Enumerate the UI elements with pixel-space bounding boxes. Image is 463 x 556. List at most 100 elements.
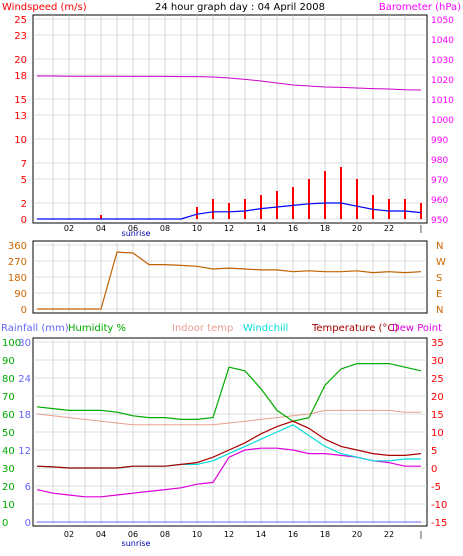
- x-tick-label: 06: [128, 530, 138, 539]
- rainfall-tick-label: 30: [18, 338, 31, 349]
- barometer-tick-label: 990: [431, 136, 448, 146]
- temperature-tick-label: 10: [431, 428, 444, 439]
- x-tick-label: 20: [352, 530, 362, 539]
- rainfall-tick-label: 18: [18, 410, 31, 421]
- compass-label: N: [436, 241, 443, 252]
- wind-x-ticks: 02 04 06 08 10 12 14 16 18 20 22 |: [64, 224, 422, 233]
- windspeed-tick-label: 10: [14, 135, 27, 146]
- x-tick-label: 16: [288, 224, 298, 233]
- x-tick-label: |: [420, 530, 423, 539]
- windspeed-tick-label: 7: [21, 159, 27, 170]
- humidity-tick-label: 100: [2, 338, 21, 349]
- legend-entry: Temperature (°C): [311, 323, 398, 334]
- humidity-tick-label: 80: [2, 374, 15, 385]
- temperature-x-ticks: 02 04 06 08 10 12 14 16 18 20 22 |: [64, 530, 422, 539]
- temperature-tick-label: 20: [431, 392, 444, 403]
- sunrise-label-1: sunrise: [122, 229, 151, 238]
- temperature-tick-label: -5: [431, 482, 441, 493]
- legend-entry: Indoor temp: [172, 323, 233, 334]
- barometer-tick-label: 1020: [431, 76, 454, 86]
- rainfall-tick-label: 12: [18, 446, 31, 457]
- humidity-tick-label: 30: [2, 464, 15, 475]
- barometer-axis-title: Barometer (hPa): [379, 2, 461, 13]
- temperature-tick-label: 0: [431, 464, 437, 475]
- legend-entry: Rainfall (mm): [1, 323, 69, 334]
- x-tick-label: 02: [64, 530, 74, 539]
- direction-degree-ticks: 0 90 180 270 360: [8, 241, 27, 316]
- humidity-tick-label: 10: [2, 500, 15, 511]
- windspeed-tick-label: 25: [14, 15, 27, 26]
- x-tick-label: 20: [352, 224, 362, 233]
- wind-direction-series: [37, 251, 422, 310]
- x-tick-label: 02: [64, 224, 74, 233]
- x-tick-label: 18: [320, 224, 330, 233]
- barometer-tick-label: 970: [431, 176, 448, 186]
- barometer-tick-label: 960: [431, 196, 448, 206]
- x-tick-label: 08: [160, 224, 170, 233]
- temperature-legend: Rainfall (mm) Humidity % Indoor temp Windch…: [1, 323, 442, 334]
- rainfall-tick-label: 24: [18, 374, 31, 385]
- x-tick-label: 14: [256, 530, 266, 539]
- humidity-series: [36, 363, 422, 422]
- windspeed-tick-label: 15: [14, 95, 27, 106]
- x-tick-label: |: [420, 224, 423, 233]
- x-tick-label: 12: [224, 530, 234, 539]
- compass-label: N: [436, 305, 443, 316]
- wind-average-series: [37, 202, 422, 220]
- legend-entry: Windchill: [243, 323, 288, 334]
- x-tick-label: 12: [224, 224, 234, 233]
- x-tick-label: 04: [96, 530, 106, 539]
- x-tick-label: 04: [96, 224, 106, 233]
- windspeed-axis-title: Windspeed (m/s): [2, 2, 87, 13]
- rainfall-ticks: 0 6 12 18 24 30: [18, 338, 31, 529]
- humidity-tick-label: 60: [2, 410, 15, 421]
- humidity-tick-label: 0: [2, 518, 8, 529]
- sunrise-label-2: sunrise: [122, 539, 151, 548]
- barometer-ticks: 950 960 970 980 990 1000 1010 1020 1030 1040 1050: [431, 16, 454, 226]
- direction-degree-label: 180: [8, 273, 27, 284]
- humidity-tick-label: 90: [2, 356, 15, 367]
- direction-grid: [33, 241, 427, 313]
- temperature-tick-label: 5: [431, 446, 437, 457]
- direction-degree-label: 90: [14, 289, 27, 300]
- compass-label: E: [436, 289, 442, 300]
- barometer-tick-label: 1050: [431, 16, 454, 26]
- humidity-ticks: 0 10 20 30 40 50 60 70 80 90 100: [2, 338, 21, 529]
- temperature-tick-label: -10: [431, 500, 447, 511]
- barometer-tick-label: 1000: [431, 116, 454, 126]
- compass-label: S: [436, 273, 442, 284]
- wind-gust-series: [100, 167, 422, 219]
- temperature-tick-label: 35: [431, 338, 444, 349]
- windspeed-tick-label: 5: [21, 175, 27, 186]
- graph-title: 24 hour graph day : 04 April 2008: [155, 2, 325, 13]
- legend-entry: Humidity %: [68, 323, 126, 334]
- temperature-tick-label: 25: [431, 374, 444, 385]
- windspeed-tick-label: 0: [21, 215, 27, 226]
- direction-degree-label: 0: [21, 305, 27, 316]
- x-tick-label: 10: [192, 224, 202, 233]
- x-tick-label: 06: [128, 224, 138, 233]
- indoor-temp-series: [36, 409, 421, 426]
- windspeed-tick-label: 2: [21, 199, 27, 210]
- compass-label: W: [436, 257, 446, 268]
- humidity-tick-label: 40: [2, 446, 15, 457]
- temperature-tick-label: 15: [431, 410, 444, 421]
- rainfall-tick-label: 6: [25, 482, 31, 493]
- x-tick-label: 22: [384, 224, 394, 233]
- windspeed-tick-label: 23: [14, 31, 27, 42]
- barometer-series: [37, 75, 422, 91]
- x-tick-label: 18: [320, 530, 330, 539]
- direction-degree-label: 270: [8, 257, 27, 268]
- legend-entry: Dew Point: [392, 323, 442, 334]
- barometer-tick-label: 950: [431, 216, 448, 226]
- barometer-tick-label: 1040: [431, 36, 454, 46]
- x-tick-label: 10: [192, 530, 202, 539]
- direction-degree-label: 360: [8, 241, 27, 252]
- barometer-tick-label: 1010: [431, 96, 454, 106]
- wind-plot-area: [32, 14, 428, 224]
- humidity-tick-label: 70: [2, 392, 15, 403]
- barometer-tick-label: 980: [431, 156, 448, 166]
